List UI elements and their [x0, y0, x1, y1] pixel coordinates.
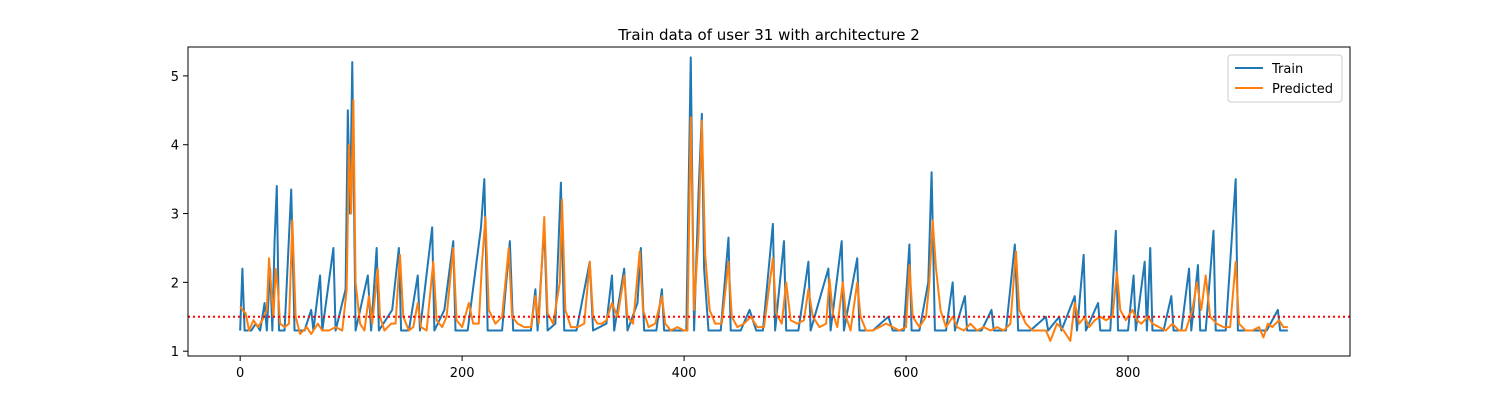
x-tick-label: 800: [1116, 366, 1141, 381]
x-tick-label: 400: [672, 366, 697, 381]
x-tick-label: 600: [894, 366, 919, 381]
y-tick-label: 5: [171, 70, 179, 85]
legend-label-predicted: Predicted: [1272, 82, 1333, 97]
series-group: [188, 56, 1350, 342]
series-line-predicted: [239, 98, 1288, 342]
y-tick-label: 3: [171, 208, 179, 223]
axes: 0 200 400 600 800 1 2 3 4 5: [171, 46, 1351, 381]
chart-title: Train data of user 31 with architecture …: [617, 26, 920, 44]
axes-frame: [187, 46, 1351, 357]
legend-label-train: Train: [1271, 62, 1303, 77]
y-tick-label: 4: [171, 139, 179, 154]
x-tick-label: 0: [236, 366, 244, 381]
plot-area: [188, 56, 1350, 342]
legend: Train Predicted: [1227, 54, 1343, 103]
legend-box: [1227, 54, 1343, 103]
y-tick-label: 2: [171, 276, 179, 291]
y-tick-label: 1: [171, 345, 179, 360]
x-tick-label: 200: [450, 366, 475, 381]
